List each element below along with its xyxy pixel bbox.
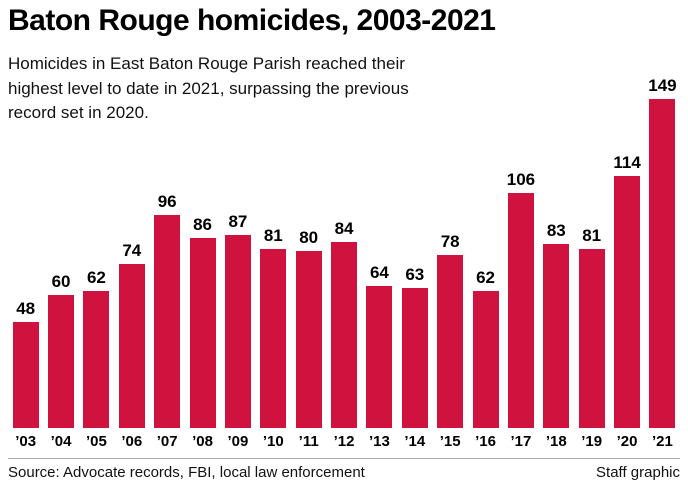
x-axis-label: ’14 xyxy=(404,433,426,450)
x-axis-label: ’11 xyxy=(298,433,319,450)
chart-title: Baton Rouge homicides, 2003-2021 xyxy=(8,4,496,37)
bar xyxy=(189,238,216,428)
x-axis-label: ’10 xyxy=(262,433,284,450)
bar xyxy=(614,176,641,428)
x-axis-label: ’18 xyxy=(545,433,567,450)
bar xyxy=(260,249,287,428)
bar xyxy=(507,193,534,428)
bar xyxy=(12,322,39,428)
bar xyxy=(578,249,605,428)
bar-column: 60 ’04 xyxy=(43,76,78,450)
bar-column: 81 ’19 xyxy=(574,76,609,450)
bar xyxy=(472,291,499,428)
bar xyxy=(401,288,428,428)
bar-value-label: 86 xyxy=(193,215,213,234)
x-axis-label: ’16 xyxy=(475,433,496,450)
bar xyxy=(543,244,570,428)
bar xyxy=(295,251,322,428)
bar-column: 48 ’03 xyxy=(8,76,43,450)
bar-value-label: 62 xyxy=(476,268,496,287)
bar-column: 84 ’12 xyxy=(326,76,361,450)
bar-column: 96 ’07 xyxy=(150,76,185,450)
bar xyxy=(437,255,464,428)
bar-value-label: 106 xyxy=(506,170,536,189)
x-axis-label: ’06 xyxy=(121,433,143,450)
bar xyxy=(649,99,676,429)
bar xyxy=(48,295,75,428)
x-axis-label: ’09 xyxy=(227,433,249,450)
bar-column: 62 ’16 xyxy=(468,76,503,450)
bar-column: 114 ’20 xyxy=(609,76,644,450)
chart-footer: Source: Advocate records, FBI, local law… xyxy=(8,464,680,481)
x-axis-label: ’13 xyxy=(369,433,390,450)
bar-column: 63 ’14 xyxy=(397,76,432,450)
bar-value-label: 60 xyxy=(51,272,71,291)
x-axis-label: ’21 xyxy=(652,433,673,450)
credit-text: Staff graphic xyxy=(596,464,680,481)
x-axis-label: ’20 xyxy=(616,433,638,450)
bar-column: 106 ’17 xyxy=(503,76,538,450)
x-axis-label: ’07 xyxy=(156,433,178,450)
bar-column: 80 ’11 xyxy=(291,76,326,450)
x-axis-label: ’04 xyxy=(50,433,72,450)
bar xyxy=(118,264,145,428)
bar xyxy=(331,242,358,428)
bar-chart: 48 ’03 60 ’04 62 ’05 74 ’06 96 ’07 86 ’08 87 ’09 81 ’10… xyxy=(8,76,680,450)
source-text: Source: Advocate records, FBI, local law… xyxy=(8,464,365,481)
chart-subtitle: Homicides in East Baton Rouge Parish rea… xyxy=(8,54,409,123)
bar-column: 83 ’18 xyxy=(539,76,574,450)
bar-value-label: 80 xyxy=(299,228,319,247)
x-axis-label: ’15 xyxy=(439,433,461,450)
bar-value-label: 149 xyxy=(648,76,677,95)
bar-column: 78 ’15 xyxy=(433,76,468,450)
bar-value-label: 64 xyxy=(369,263,389,282)
x-axis-label: ’03 xyxy=(15,433,37,450)
bar-column: 86 ’08 xyxy=(185,76,220,450)
x-axis-label: ’17 xyxy=(510,433,532,450)
bar-value-label: 63 xyxy=(405,265,425,284)
bar-value-label: 96 xyxy=(157,192,177,211)
bar-value-label: 81 xyxy=(582,226,602,245)
bar-value-label: 78 xyxy=(440,232,460,251)
x-axis-label: ’12 xyxy=(333,433,355,450)
bar-value-label: 74 xyxy=(122,241,142,260)
bar xyxy=(83,291,110,428)
bar-column: 74 ’06 xyxy=(114,76,149,450)
footer-divider xyxy=(8,458,680,459)
bar-value-label: 48 xyxy=(16,299,36,318)
bar-column: 62 ’05 xyxy=(79,76,114,450)
bar-value-label: 62 xyxy=(86,268,106,287)
bar-column: 64 ’13 xyxy=(362,76,397,450)
bar-value-label: 83 xyxy=(546,221,566,240)
bar-value-label: 87 xyxy=(228,212,248,231)
bar xyxy=(224,235,251,428)
bar xyxy=(154,215,181,428)
bar-column: 81 ’10 xyxy=(256,76,291,450)
bar-value-label: 84 xyxy=(334,219,354,238)
x-axis-label: ’05 xyxy=(86,433,107,450)
bar xyxy=(366,286,393,428)
x-axis-label: ’08 xyxy=(192,433,213,450)
bar-column: 149 ’21 xyxy=(645,76,680,450)
x-axis-label: ’19 xyxy=(581,433,603,450)
bar-value-label: 114 xyxy=(613,153,641,172)
bar-column: 87 ’09 xyxy=(220,76,255,450)
bar-value-label: 81 xyxy=(263,226,283,245)
